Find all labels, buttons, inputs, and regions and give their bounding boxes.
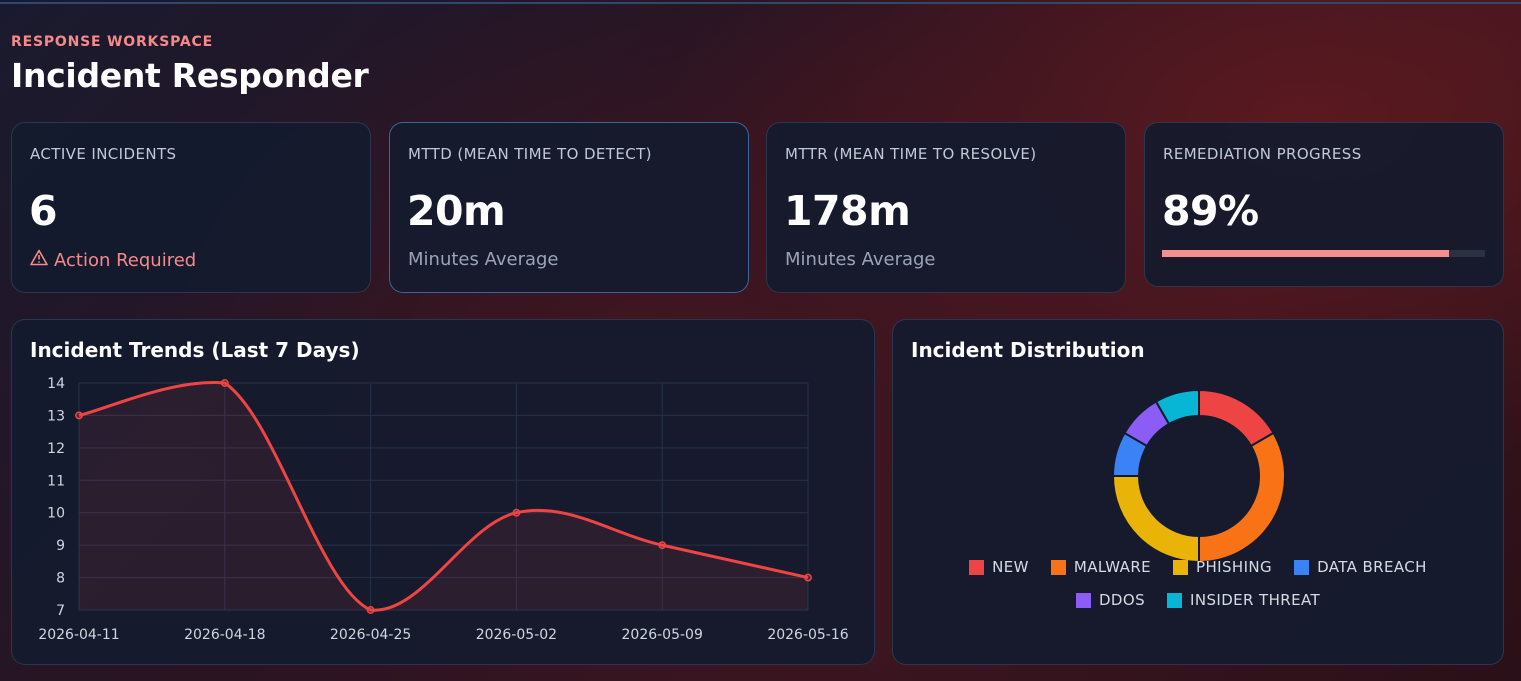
legend-swatch xyxy=(1075,592,1091,608)
y-tick-label: 11 xyxy=(47,473,65,489)
y-tick-label: 9 xyxy=(56,538,65,554)
legend-label: PHISHING xyxy=(1196,558,1273,576)
workspace-label: RESPONSE WORKSPACE xyxy=(11,34,213,50)
metric-label: ACTIVE INCIDENTS xyxy=(30,145,177,163)
metric-label: MTTR (MEAN TIME TO RESOLVE) xyxy=(785,145,1037,163)
data-point[interactable] xyxy=(75,411,83,420)
x-tick-label: 2026-05-02 xyxy=(476,627,557,643)
action-required-status: Action Required xyxy=(30,249,196,271)
donut-slice-insider-threat[interactable] xyxy=(1154,388,1200,426)
metric-sub-text: Action Required xyxy=(54,249,197,271)
data-point[interactable] xyxy=(512,508,521,517)
warning-icon xyxy=(30,249,48,271)
incident-trends-chart: 7 8 9 10 11 12 13 14 2026-04-11 2026-04-18 2026-04… xyxy=(38,376,848,643)
metric-value: 178m xyxy=(784,187,911,235)
data-point[interactable] xyxy=(658,541,667,550)
metric-value: 6 xyxy=(29,187,58,235)
metric-card-active-incidents: ACTIVE INCIDENTS 6 Action Required xyxy=(11,122,371,293)
page-title: Incident Responder xyxy=(11,56,369,95)
donut-slice-new[interactable] xyxy=(1198,388,1275,448)
y-tick-label: 7 xyxy=(56,603,65,619)
progress-fill xyxy=(1162,250,1450,257)
metric-label: MTTD (MEAN TIME TO DETECT) xyxy=(408,145,652,163)
donut-slice-malware[interactable] xyxy=(1198,431,1286,564)
chart-legend: NEW MALWARE PHISHING DATA BREACH xyxy=(893,558,1503,576)
metric-value: 89% xyxy=(1162,187,1259,235)
panel-title: Incident Trends (Last 7 Days) xyxy=(30,338,360,362)
x-tick-label: 2026-04-18 xyxy=(184,627,265,643)
legend-label: MALWARE xyxy=(1073,558,1152,576)
metric-label: REMEDIATION PROGRESS xyxy=(1163,145,1362,163)
x-tick-label: 2026-05-09 xyxy=(622,627,703,643)
legend-item-ddos[interactable]: DDOS xyxy=(1075,591,1145,609)
donut-slice-phishing[interactable] xyxy=(1111,475,1200,564)
x-tick-label: 2026-04-25 xyxy=(330,627,411,643)
remediation-progress-bar xyxy=(1162,250,1485,257)
top-border xyxy=(0,2,1521,4)
series-area xyxy=(79,382,808,611)
y-tick-label: 13 xyxy=(47,408,65,424)
metric-sub-text: Minutes Average xyxy=(408,249,559,270)
incident-distribution-chart xyxy=(1111,388,1286,564)
incident-trends-panel: Incident Trends (Last 7 Days) 7 8 9 10 11 12 1… xyxy=(11,319,875,665)
y-tick-label: 8 xyxy=(56,571,65,587)
x-tick-label: 2026-04-11 xyxy=(38,627,119,643)
chart-legend: DDOS INSIDER THREAT xyxy=(893,591,1503,609)
legend-swatch xyxy=(1294,559,1310,575)
legend-swatch xyxy=(1050,559,1066,575)
panel-title: Incident Distribution xyxy=(911,338,1145,362)
incident-distribution-panel: Incident Distribution NEW MALWARE PHISHING… xyxy=(892,319,1504,665)
legend-item-data-breach[interactable]: DATA BREACH xyxy=(1294,558,1427,576)
metric-value: 20m xyxy=(407,187,506,235)
legend-item-phishing[interactable]: PHISHING xyxy=(1173,558,1272,576)
legend-label: DDOS xyxy=(1098,591,1145,609)
legend-item-new[interactable]: NEW xyxy=(969,558,1029,576)
legend-item-insider-threat[interactable]: INSIDER THREAT xyxy=(1167,591,1320,609)
y-tick-label: 14 xyxy=(47,376,65,392)
metric-card-mttr: MTTR (MEAN TIME TO RESOLVE) 178m Minutes… xyxy=(766,122,1126,293)
legend-swatch xyxy=(969,559,985,575)
legend-label: DATA BREACH xyxy=(1317,558,1427,576)
y-tick-label: 12 xyxy=(47,441,65,457)
legend-swatch xyxy=(1173,559,1189,575)
metric-card-remediation: REMEDIATION PROGRESS 89% xyxy=(1144,122,1504,287)
metric-sub-text: Minutes Average xyxy=(785,249,936,270)
legend-swatch xyxy=(1167,592,1182,608)
legend-item-malware[interactable]: MALWARE xyxy=(1050,558,1152,576)
series-line xyxy=(78,380,809,612)
data-point[interactable] xyxy=(804,573,812,582)
legend-label: INSIDER THREAT xyxy=(1190,591,1321,609)
y-tick-label: 10 xyxy=(47,506,65,522)
data-point[interactable] xyxy=(366,606,375,614)
data-point[interactable] xyxy=(220,379,229,387)
x-tick-label: 2026-05-16 xyxy=(767,627,848,643)
metric-card-mttd: MTTD (MEAN TIME TO DETECT) 20m Minutes A… xyxy=(389,122,749,293)
legend-label: NEW xyxy=(992,558,1029,576)
